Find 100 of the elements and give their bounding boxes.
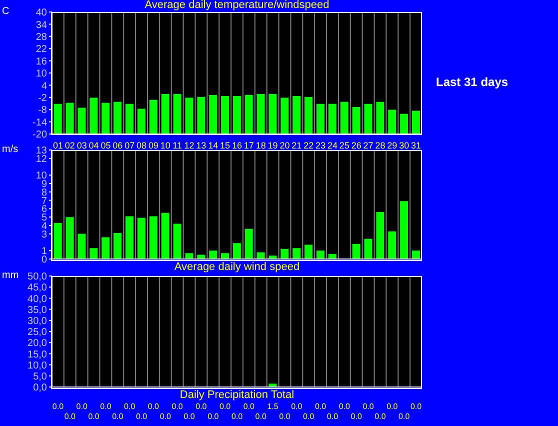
data-label: 0.0 (51, 402, 65, 411)
x-tick-label: 27 (363, 140, 374, 150)
data-label: 0.0 (290, 402, 304, 411)
bar (66, 102, 74, 134)
y-tick-label: 28 (36, 32, 48, 43)
bar (54, 222, 62, 259)
bar (340, 102, 348, 134)
bar (102, 102, 110, 134)
y-tick-label: 15,0 (28, 349, 48, 360)
bar (364, 238, 372, 259)
bar (376, 102, 384, 134)
data-label: 0.0 (314, 402, 328, 411)
x-tick-label: 01 (52, 140, 63, 150)
chart-title: Average daily temperature/windspeed (144, 0, 330, 11)
y-tick-label: 0 (41, 254, 48, 266)
data-label: 0.0 (302, 412, 316, 421)
y-tick-label: 50,0 (28, 272, 48, 283)
bar (256, 94, 265, 134)
x-tick-label: 31 (411, 140, 422, 150)
data-label: 0.0 (254, 412, 268, 421)
x-tick-label: 25 (339, 140, 350, 150)
bar (304, 244, 313, 259)
bar (352, 244, 360, 259)
bar (316, 104, 324, 134)
x-axis-title: Average daily wind speed (173, 261, 301, 273)
y-tick-label: 25,0 (28, 327, 48, 338)
bar (412, 110, 420, 134)
data-label: 0.0 (75, 402, 88, 411)
x-tick-label: 11 (172, 140, 182, 150)
data-label: 0.0 (278, 412, 292, 421)
bar (364, 104, 372, 134)
x-tick-label: 10 (160, 140, 170, 150)
bar (114, 233, 122, 259)
x-tick-label: 24 (327, 140, 338, 150)
data-label: 0.0 (99, 402, 112, 411)
bar (304, 96, 313, 134)
bar (197, 96, 206, 134)
bar (221, 96, 230, 134)
bar (161, 94, 170, 134)
y-tick-label: 10 (36, 68, 48, 80)
y-tick-label: -8 (38, 105, 48, 116)
y-tick-label: 20,0 (28, 338, 48, 350)
x-tick-label: 02 (64, 140, 75, 150)
y-axis-title: m/s (2, 144, 18, 156)
x-tick-label: 12 (184, 140, 194, 150)
bar (280, 248, 289, 259)
x-tick-label: 18 (256, 140, 266, 150)
y-axis-title: C (2, 6, 10, 18)
y-axis-title: mm (2, 270, 19, 282)
bar (376, 212, 384, 259)
bar (316, 250, 324, 259)
x-tick-label: 08 (136, 140, 147, 150)
data-label: 0.0 (206, 412, 220, 421)
y-tick-label: 22 (36, 44, 48, 56)
x-tick-label: 30 (399, 140, 410, 150)
x-axis-title: Daily Precipitation Total (178, 389, 296, 401)
bar (114, 102, 122, 134)
bar (292, 96, 301, 134)
bar (126, 216, 134, 259)
bar (78, 108, 86, 134)
data-label: 0.0 (158, 412, 172, 421)
y-tick-label: 12 (36, 154, 48, 165)
bar (232, 96, 241, 134)
x-tick-label: 19 (268, 140, 278, 150)
x-tick-label: 16 (232, 140, 242, 150)
bar (90, 248, 98, 259)
bar (149, 100, 158, 134)
y-tick-label: -2 (38, 92, 48, 104)
bar (149, 216, 158, 259)
bar (185, 253, 194, 259)
bar (54, 104, 62, 134)
bar (244, 94, 253, 134)
x-tick-label: 15 (220, 140, 230, 150)
data-label: 0.0 (326, 412, 340, 421)
x-tick-label: 28 (375, 140, 386, 150)
data-label: 0.0 (374, 412, 387, 421)
x-tick-label: 03 (76, 140, 87, 150)
data-label: 0.0 (146, 402, 160, 411)
bar (185, 98, 194, 134)
data-label: 0.0 (242, 402, 256, 411)
y-tick-label: -20 (32, 130, 48, 141)
y-tick-label: 0,0 (33, 382, 48, 394)
bar (244, 228, 253, 259)
x-tick-label: 05 (100, 140, 111, 150)
bar (400, 201, 408, 259)
y-tick-label: 45,0 (28, 282, 48, 294)
bar (209, 94, 218, 134)
bar (400, 114, 408, 134)
x-tick-label: 23 (316, 140, 326, 150)
y-tick-label: 8 (41, 187, 48, 198)
y-tick-label: 16 (36, 56, 48, 68)
bar (137, 218, 146, 259)
x-tick-label: 13 (196, 140, 206, 150)
x-tick-label: 07 (124, 140, 135, 150)
data-label: 0.0 (350, 412, 363, 421)
x-tick-label: 04 (88, 140, 99, 150)
y-tick-label: 10,0 (28, 360, 48, 372)
y-tick-label: 35,0 (28, 304, 48, 316)
bar (268, 94, 277, 134)
y-tick-label: -14 (32, 117, 48, 128)
